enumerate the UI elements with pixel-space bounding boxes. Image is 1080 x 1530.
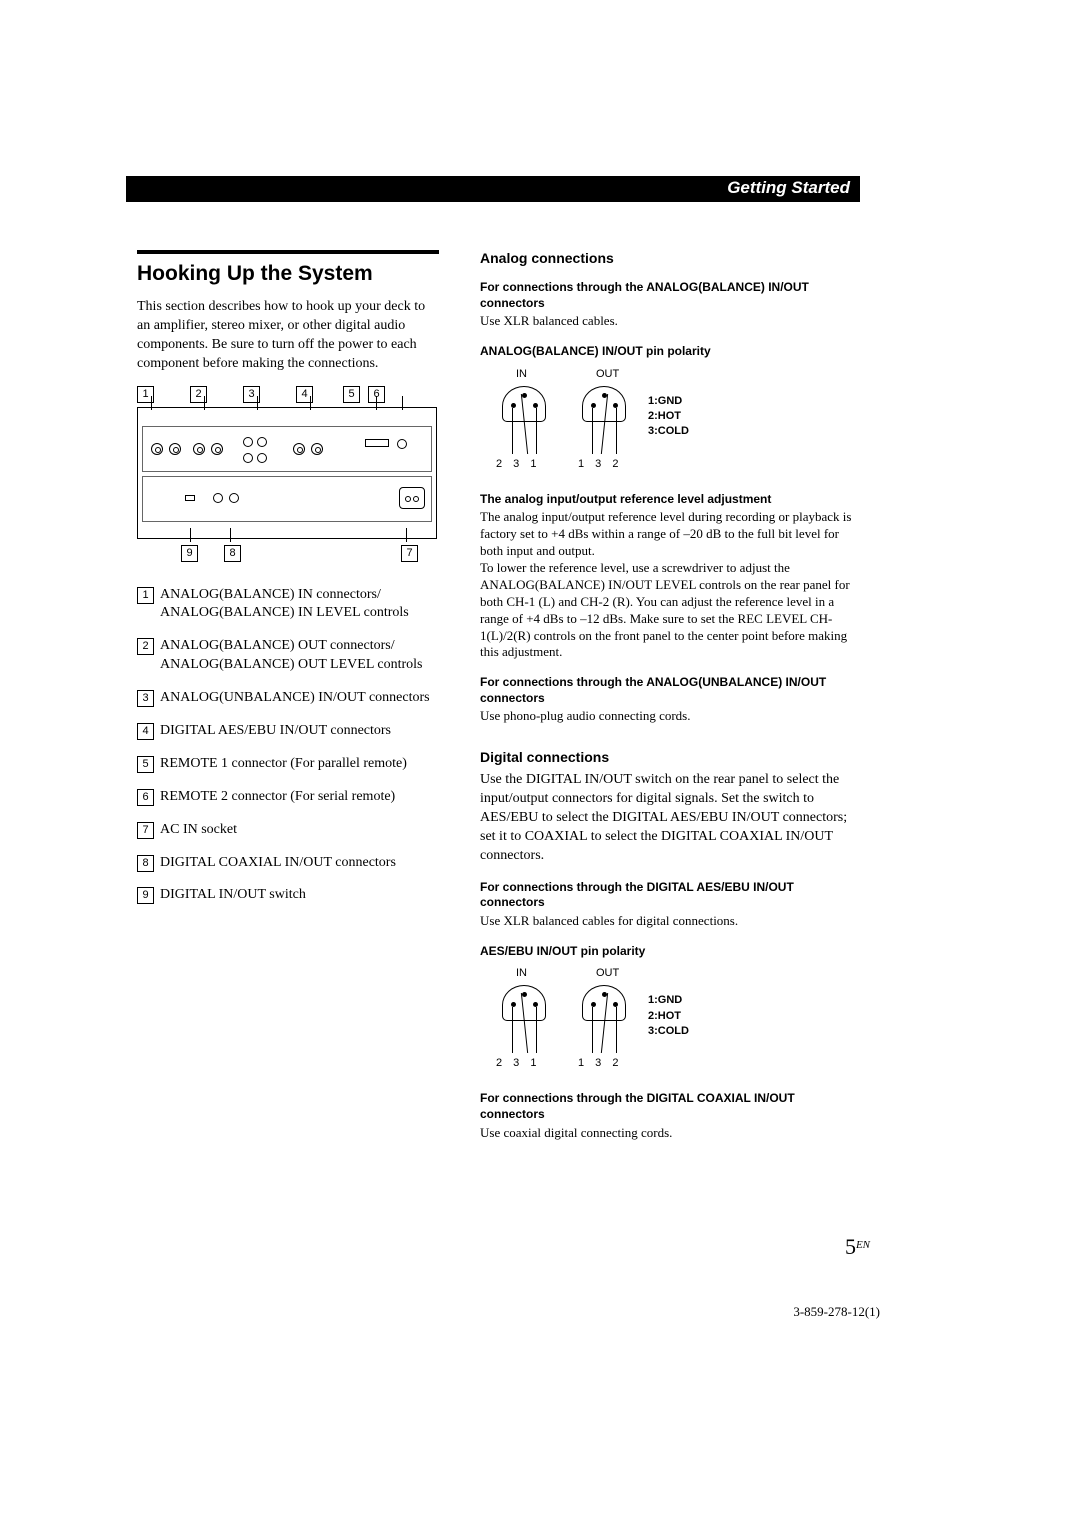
callout-8: 8	[224, 545, 241, 562]
rear-panel-diagram	[137, 407, 437, 539]
legend-item: 7AC IN socket	[137, 821, 437, 840]
analog-pin-diagram: IN OUT 2 3 1 1 3 2 1:GND 2:HOT 3:COLD	[480, 368, 740, 478]
left-column: Hooking Up the System This section descr…	[137, 250, 437, 919]
digital-aes-title: For connections through the DIGITAL AES/…	[480, 880, 860, 911]
legend-text: DIGITAL COAXIAL IN/OUT connectors	[160, 854, 396, 873]
analog-balance-body: Use XLR balanced cables.	[480, 313, 860, 330]
pin-nums-right: 1 3 2	[578, 458, 618, 470]
pin-in-label: IN	[516, 368, 527, 380]
pin-key: 1:GND 2:HOT 3:COLD	[648, 394, 689, 440]
analog-balance-title: For connections through the ANALOG(BALAN…	[480, 280, 860, 311]
legend-text: DIGITAL AES/EBU IN/OUT connectors	[160, 722, 391, 741]
pin-in-label: IN	[516, 967, 527, 979]
intro-paragraph: This section describes how to hook up yo…	[137, 298, 437, 374]
adjust-body-2: To lower the reference level, use a scre…	[480, 560, 860, 661]
legend-list: 1ANALOG(BALANCE) IN connectors/ ANALOG(B…	[137, 586, 437, 906]
pin-out-label: OUT	[596, 368, 619, 380]
analog-heading: Analog connections	[480, 250, 860, 266]
legend-item: 5REMOTE 1 connector (For parallel remote…	[137, 755, 437, 774]
page-title: Hooking Up the System	[137, 262, 437, 286]
document-code: 3-859-278-12(1)	[793, 1304, 880, 1320]
legend-item: 6REMOTE 2 connector (For serial remote)	[137, 788, 437, 807]
legend-item: 1ANALOG(BALANCE) IN connectors/ ANALOG(B…	[137, 586, 437, 624]
pin-nums-left: 2 3 1	[496, 1057, 536, 1069]
bottom-callout-row: 9 8 7	[137, 545, 437, 562]
panel-top-row	[142, 426, 432, 472]
legend-item: 2ANALOG(BALANCE) OUT connectors/ ANALOG(…	[137, 637, 437, 675]
pin-nums-left: 2 3 1	[496, 458, 536, 470]
title-rule	[137, 250, 439, 254]
digital-coax-title: For connections through the DIGITAL COAX…	[480, 1091, 860, 1122]
digital-aes-body: Use XLR balanced cables for digital conn…	[480, 913, 860, 930]
legend-text: ANALOG(BALANCE) IN connectors/ ANALOG(BA…	[160, 586, 437, 624]
legend-item: 4DIGITAL AES/EBU IN/OUT connectors	[137, 722, 437, 741]
section-header-bar: Getting Started	[126, 176, 860, 202]
legend-text: ANALOG(BALANCE) OUT connectors/ ANALOG(B…	[160, 637, 437, 675]
digital-heading: Digital connections	[480, 749, 860, 765]
panel-bottom-row	[142, 476, 432, 522]
legend-item: 3ANALOG(UNBALANCE) IN/OUT connectors	[137, 689, 437, 708]
ac-socket-icon	[399, 487, 425, 509]
adjust-title: The analog input/output reference level …	[480, 492, 860, 508]
adjust-body-1: The analog input/output reference level …	[480, 509, 860, 560]
callout-7: 7	[401, 545, 418, 562]
legend-text: ANALOG(UNBALANCE) IN/OUT connectors	[160, 689, 430, 708]
digital-pin-diagram: IN OUT 2 3 1 1 3 2 1:GND 2:HOT 3:COLD	[480, 967, 740, 1077]
callout-9: 9	[181, 545, 198, 562]
section-title: Getting Started	[727, 178, 850, 198]
legend-text: AC IN socket	[160, 821, 237, 840]
legend-item: 8DIGITAL COAXIAL IN/OUT connectors	[137, 854, 437, 873]
analog-unbalance-body: Use phono-plug audio connecting cords.	[480, 708, 860, 725]
right-column: Analog connections For connections throu…	[480, 250, 860, 1142]
legend-text: DIGITAL IN/OUT switch	[160, 886, 306, 905]
analog-unbalance-title: For connections through the ANALOG(UNBAL…	[480, 675, 860, 706]
top-callout-row: 1 2 3 4 5 6	[137, 386, 437, 403]
legend-text: REMOTE 2 connector (For serial remote)	[160, 788, 395, 807]
digital-intro: Use the DIGITAL IN/OUT switch on the rea…	[480, 771, 860, 865]
analog-pin-title: ANALOG(BALANCE) IN/OUT pin polarity	[480, 344, 860, 360]
digital-pin-title: AES/EBU IN/OUT pin polarity	[480, 944, 860, 960]
legend-item: 9DIGITAL IN/OUT switch	[137, 886, 437, 905]
pin-key: 1:GND 2:HOT 3:COLD	[648, 993, 689, 1039]
callout-5: 5	[343, 386, 360, 403]
page-number: 5EN	[845, 1234, 870, 1260]
pin-out-label: OUT	[596, 967, 619, 979]
digital-coax-body: Use coaxial digital connecting cords.	[480, 1125, 860, 1142]
legend-text: REMOTE 1 connector (For parallel remote)	[160, 755, 407, 774]
pin-nums-right: 1 3 2	[578, 1057, 618, 1069]
